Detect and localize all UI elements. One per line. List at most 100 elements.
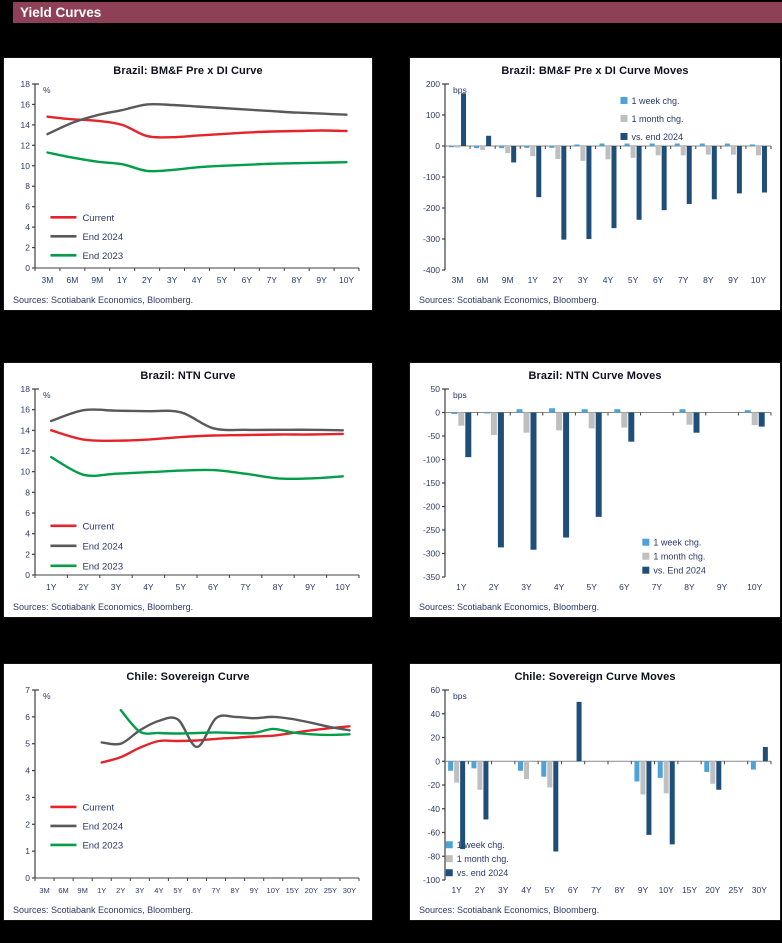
svg-text:12: 12 [21,140,31,150]
svg-text:vs. end 2024: vs. end 2024 [631,132,683,142]
svg-text:6Y: 6Y [208,582,219,592]
svg-text:10: 10 [21,467,31,477]
chart-panel-chile-sovereign-curve: Chile: Sovereign Curve 0 1 2 3 4 5 6 7% 3M 6M 9M 1Y… [3,663,373,921]
svg-text:vs. end 2024: vs. end 2024 [457,868,509,878]
svg-text:8Y: 8Y [684,582,695,592]
chart-title: Brazil: BM&F Pre x DI Curve Moves [501,65,689,77]
svg-text:8Y: 8Y [231,886,240,895]
svg-text:-20: -20 [428,780,441,790]
svg-text:bps: bps [453,691,467,701]
svg-text:3: 3 [25,792,30,802]
svg-text:-60: -60 [428,828,441,838]
svg-text:1 week chg.: 1 week chg. [653,538,701,548]
chart-sources: Sources: Scotiabank Economics, Bloomberg… [419,602,600,612]
svg-text:bps: bps [453,85,467,95]
svg-text:4: 4 [25,222,30,232]
svg-text:40: 40 [431,709,441,719]
svg-text:16: 16 [21,99,31,109]
svg-text:1Y: 1Y [117,275,128,285]
svg-text:14: 14 [21,425,31,435]
svg-text:5Y: 5Y [628,275,639,285]
chart-sources: Sources: Scotiabank Economics, Bloomberg… [419,295,600,305]
line-chart-brazil-bmf-curve: 0 2 4 6 8 10 12 14 16 18% 3M 6M 9M 1Y 2Y 3Y 4Y 5Y 6Y 7Y 8Y 9Y… [21,79,360,285]
svg-text:7Y: 7Y [267,275,278,285]
svg-text:vs. End 2024: vs. End 2024 [653,566,706,576]
svg-text:-300: -300 [423,234,440,244]
svg-text:-400: -400 [423,265,440,275]
svg-text:2: 2 [25,819,30,829]
svg-text:6Y: 6Y [653,275,664,285]
svg-text:200: 200 [426,79,440,89]
svg-text:-200: -200 [423,203,440,213]
chart-sources: Sources: Scotiabank Economics, Bloomberg… [13,602,194,612]
svg-text:1 month chg.: 1 month chg. [631,114,683,124]
svg-text:bps: bps [453,390,467,400]
svg-text:Current: Current [82,521,114,532]
svg-text:60: 60 [431,685,441,695]
svg-text:50: 50 [431,384,441,394]
svg-text:3Y: 3Y [111,582,122,592]
svg-text:0: 0 [25,263,30,273]
svg-text:-350: -350 [423,572,440,582]
svg-text:5Y: 5Y [217,275,228,285]
svg-text:2: 2 [25,549,30,559]
svg-text:4Y: 4Y [192,275,203,285]
svg-text:20Y: 20Y [705,885,720,895]
svg-text:End 2023: End 2023 [82,561,123,572]
svg-text:3Y: 3Y [578,275,589,285]
svg-text:2: 2 [25,243,30,253]
svg-text:6Y: 6Y [242,275,253,285]
svg-text:1Y: 1Y [46,582,57,592]
chart-title: Chile: Sovereign Curve Moves [514,671,676,683]
svg-text:-100: -100 [423,455,440,465]
svg-text:4: 4 [25,529,30,539]
svg-text:8Y: 8Y [291,275,302,285]
page-title: Yield Curves [20,5,102,20]
svg-text:100: 100 [426,110,440,120]
bar-chart-brazil-bmf-curve-moves: -400 -300 -200 -100 0 100 200 bps 3M 6M 9M 1Y 2Y 3Y 4Y… [423,79,772,285]
svg-text:7Y: 7Y [240,582,251,592]
svg-text:20: 20 [431,733,441,743]
chart-sources: Sources: Scotiabank Economics, Bloomberg… [13,905,194,915]
svg-text:-200: -200 [423,502,440,512]
svg-text:%: % [43,691,51,701]
svg-text:6Y: 6Y [192,886,201,895]
svg-text:0: 0 [435,141,440,151]
svg-text:0: 0 [25,570,30,580]
svg-text:2Y: 2Y [116,886,125,895]
chart-title: Brazil: NTN Curve [140,370,236,382]
svg-text:4Y: 4Y [554,582,565,592]
svg-text:20Y: 20Y [305,886,318,895]
svg-text:3Y: 3Y [135,886,144,895]
svg-text:3Y: 3Y [167,275,178,285]
svg-text:9Y: 9Y [305,582,316,592]
svg-text:2Y: 2Y [489,582,500,592]
svg-text:5Y: 5Y [173,886,182,895]
svg-text:3M: 3M [39,886,49,895]
svg-text:3M: 3M [42,275,54,285]
chart-panel-chile-sovereign-curve-moves: Chile: Sovereign Curve Moves -100 -80 -60-… [409,663,781,921]
svg-text:14: 14 [21,120,31,130]
svg-text:5Y: 5Y [176,582,187,592]
svg-text:End 2024: End 2024 [82,232,123,243]
svg-text:6Y: 6Y [619,582,630,592]
svg-text:2Y: 2Y [475,885,486,895]
svg-text:10Y: 10Y [335,582,350,592]
bar-chart-brazil-ntn-curve-moves: -350 -300 -250 -200 -150 -100 -50 0 50 bps 1Y 2Y 3Y 4… [423,384,772,592]
svg-text:1Y: 1Y [97,886,106,895]
page-title-bar: Yield Curves [13,2,782,23]
svg-text:8Y: 8Y [703,275,714,285]
svg-text:-300: -300 [423,549,440,559]
svg-text:18: 18 [21,384,31,394]
chart-panel-brazil-bmf-curve: Brazil: BM&F Pre x DI Curve 0 2 4 6 8 10 12 14 1… [3,57,373,311]
svg-text:7Y: 7Y [211,886,220,895]
svg-text:25Y: 25Y [729,885,744,895]
svg-text:End 2023: End 2023 [82,840,123,851]
svg-text:5Y: 5Y [586,582,597,592]
svg-text:10Y: 10Y [339,275,354,285]
svg-text:6: 6 [25,712,30,722]
svg-text:12: 12 [21,446,31,456]
svg-text:18: 18 [21,79,31,89]
svg-text:2Y: 2Y [78,582,89,592]
svg-text:15Y: 15Y [286,886,299,895]
